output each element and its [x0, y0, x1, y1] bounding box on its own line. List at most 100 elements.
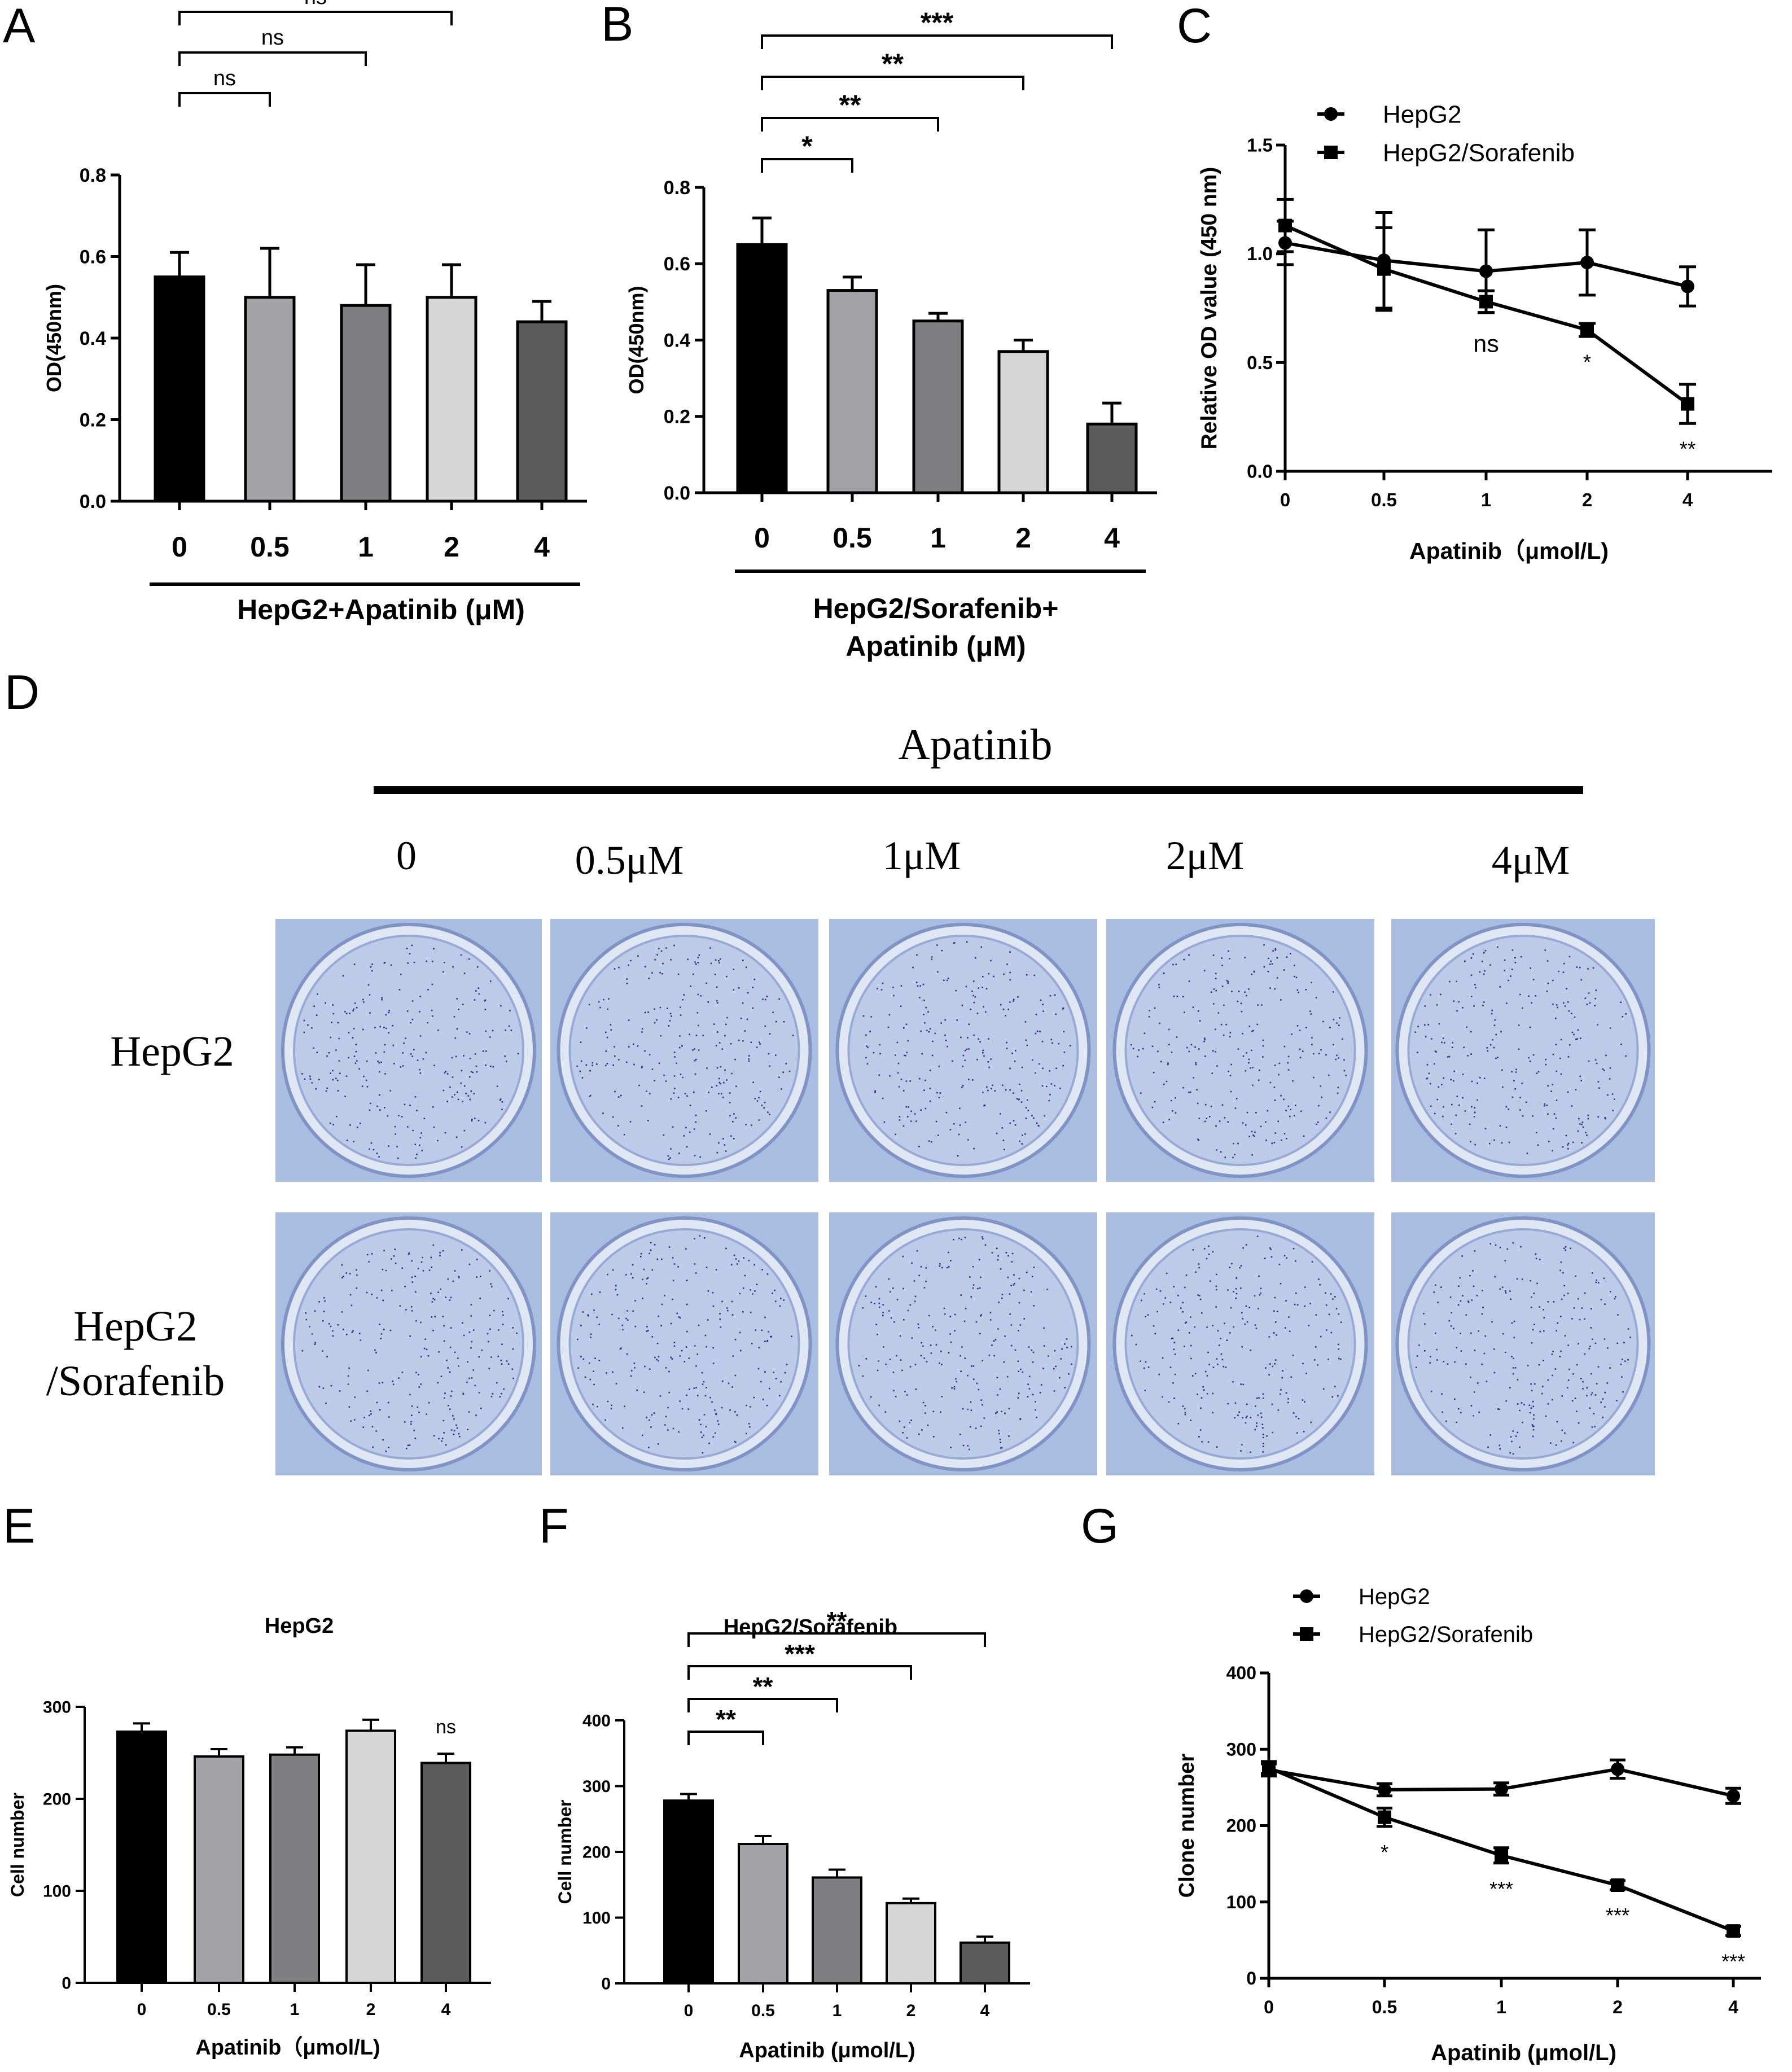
x-tick-label: 4 [1683, 489, 1693, 510]
significance-label: ns [261, 26, 284, 50]
significance-label: ** [882, 48, 904, 80]
data-point [1611, 1878, 1624, 1892]
y-tick-label: 400 [582, 1712, 611, 1731]
panel-letter-f: F [539, 1499, 569, 1553]
x-tick-label: 0.5 [250, 531, 290, 563]
x-tick-label: 0.5 [751, 2001, 775, 2020]
x-tick-label: 2 [1613, 1997, 1623, 2017]
colony-row-label: HepG2 [73, 1303, 198, 1350]
bar [663, 1799, 714, 1985]
data-point [1580, 323, 1594, 337]
y-tick-label: 1.5 [1247, 135, 1273, 156]
bar [738, 1843, 788, 1985]
data-point [1727, 1924, 1740, 1938]
bar [812, 1876, 862, 1985]
well [568, 935, 800, 1166]
significance-bracket [761, 117, 939, 132]
bar [244, 296, 296, 503]
colony-col-label: 1μM [883, 833, 961, 878]
significance-bracket [178, 51, 367, 66]
data-point [1681, 279, 1694, 294]
data-point [1611, 1762, 1624, 1776]
colony-row-label: HepG2 [110, 1028, 234, 1075]
y-tick-label: 200 [582, 1843, 611, 1862]
y-tick-label: 0.2 [80, 409, 106, 431]
chart-f: 0 100 200 300 400 0 0.5 1 2 4 Cell number HepG2/Sor… [555, 1606, 1030, 2062]
colonies [1131, 944, 1347, 1159]
significance-bracket [687, 1665, 912, 1680]
y-tick-label: 200 [43, 1790, 71, 1809]
x-tick-label: 0 [1280, 489, 1290, 510]
bar [154, 275, 205, 503]
significance-label: ** [753, 1672, 773, 1701]
bar [269, 1753, 320, 1984]
legend-marker [1324, 107, 1338, 121]
colony-panel: Apatinib 0 0.5μM 1μM 2μM 4μM HepG2 HepG2… [46, 720, 1655, 1475]
significance-label: *** [921, 7, 954, 38]
y-tick-label: 0.4 [80, 328, 106, 349]
bar [886, 1902, 936, 1985]
significance-label: ** [716, 1705, 736, 1734]
colony-col-label: 2μM [1166, 833, 1245, 878]
x-tick-label: 1 [290, 2000, 300, 2019]
y-tick-label: 0.5 [1247, 352, 1273, 373]
significance-label: * [1583, 351, 1591, 374]
x-tick-label: 2 [906, 2001, 916, 2020]
colonies [862, 941, 1071, 1157]
chart-c: 0.0 0.5 1.0 1.5 0 0.5 1 2 4 HepG2 HepG2/Sorafenib n… [1197, 100, 1772, 564]
y-tick-label: 300 [1226, 1739, 1256, 1759]
x-tick-label: 1 [1481, 489, 1491, 510]
data-point [1727, 1789, 1740, 1803]
data-point [1479, 295, 1493, 309]
x-tick-label: 0.5 [1372, 1997, 1397, 2017]
x-tick-label: 0 [1264, 1997, 1274, 2017]
chart-e: 0 100 200 300 0 0.5 1 2 4 Cell number HepG2 Apatini… [7, 1614, 491, 2060]
y-tick-label: 100 [1226, 1892, 1256, 1912]
legend-label: HepG2 [1383, 100, 1461, 128]
data-point [1378, 1782, 1391, 1797]
x-tick-label: 1 [1496, 1997, 1506, 2017]
significance-bracket [761, 76, 1024, 90]
y-axis-label: OD(450nm) [42, 284, 65, 392]
significance-label: *** [1489, 1877, 1513, 1900]
bar [736, 243, 788, 494]
chart-title: HepG2 [265, 1614, 334, 1638]
bar [826, 289, 878, 494]
significance-bracket [687, 1698, 838, 1712]
legend-marker [1300, 1589, 1313, 1603]
data-point [1495, 1782, 1508, 1796]
y-tick-label: 0 [62, 1974, 71, 1993]
x-tick-label: 2 [444, 531, 459, 563]
data-point [1262, 1760, 1276, 1775]
significance-label: * [801, 130, 813, 162]
bar [516, 320, 568, 503]
significance-label: ns [1473, 331, 1499, 358]
colony-col-label: 0.5μM [575, 838, 684, 883]
well [293, 935, 524, 1166]
significance-bracket [761, 158, 853, 173]
colony-header: Apatinib [899, 720, 1053, 769]
group-label: HepG2+Apatinib (μM) [237, 594, 525, 625]
chart-b: 0.0 0.2 0.4 0.6 0.8 0 0.5 1 2 4 OD(450nm) HepG2/Sor… [625, 7, 1157, 662]
x-axis-label: Apatinib（μmol/L) [1409, 538, 1609, 564]
bar [340, 304, 392, 503]
y-tick-label: 400 [1226, 1663, 1256, 1683]
y-tick-label: 100 [582, 1909, 611, 1928]
y-tick-label: 0.0 [1247, 461, 1273, 482]
significance-label: ns [436, 1716, 456, 1738]
bar [345, 1729, 396, 1984]
chart-title: HepG2/Sorafenib [724, 1615, 897, 1639]
x-tick-label: 4 [1104, 522, 1120, 554]
significance-label: ** [1680, 437, 1696, 461]
x-tick-label: 4 [980, 2001, 990, 2020]
significance-bracket [178, 11, 453, 25]
colony-col-label: 0 [396, 833, 417, 878]
significance-label: ** [839, 89, 861, 121]
y-tick-label: 0.8 [80, 165, 106, 186]
well [1124, 1228, 1356, 1460]
y-tick-label: 300 [43, 1698, 71, 1717]
chart-g: 0 100 200 300 400 0 0.5 1 2 4 HepG2 HepG2/Sorafenib… [1175, 1584, 1761, 2065]
well [293, 1228, 524, 1460]
significance-bracket [687, 1731, 764, 1745]
significance-bracket [687, 1632, 986, 1647]
